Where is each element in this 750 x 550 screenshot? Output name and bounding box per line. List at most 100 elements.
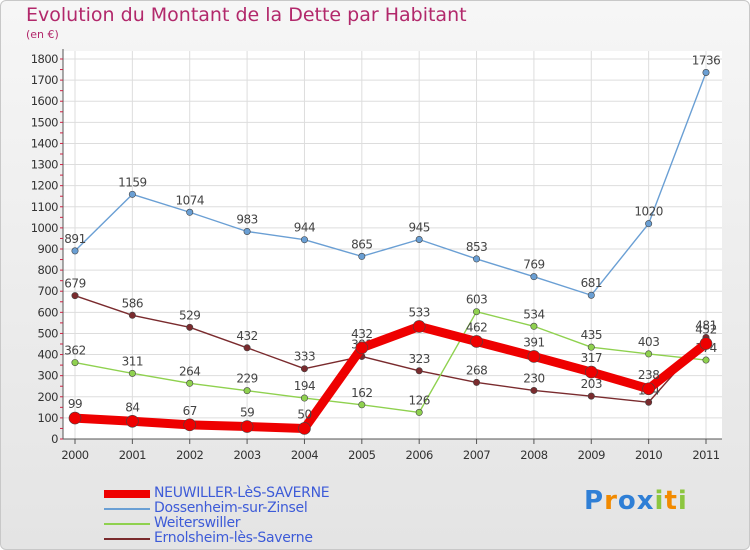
data-point xyxy=(183,418,197,432)
y-tick-label: 400 xyxy=(38,348,59,362)
x-tick-label: 2009 xyxy=(578,448,605,462)
x-tick-label: 2008 xyxy=(520,448,547,462)
y-tick-label: 1500 xyxy=(31,115,58,129)
data-point xyxy=(470,335,483,348)
logo-letter: r xyxy=(604,486,618,516)
data-point xyxy=(473,255,481,263)
data-label: 1736 xyxy=(692,54,721,68)
y-tick-label: 800 xyxy=(38,263,59,277)
x-tick-label: 2006 xyxy=(406,448,433,462)
data-point xyxy=(473,378,481,386)
data-label: 435 xyxy=(581,328,602,342)
data-label: 403 xyxy=(638,335,659,349)
data-point xyxy=(186,379,194,387)
data-label: 533 xyxy=(408,305,429,319)
data-label: 432 xyxy=(351,327,372,341)
data-point xyxy=(415,236,423,244)
x-tick-label: 2003 xyxy=(233,448,260,462)
data-label: 203 xyxy=(581,377,602,391)
series-line-0 xyxy=(74,71,707,296)
legend-swatch xyxy=(104,507,150,510)
data-label: 391 xyxy=(523,335,544,349)
legend-label: Dossenheim-sur-Zinsel xyxy=(154,500,308,516)
legend-swatch xyxy=(104,537,150,540)
data-point xyxy=(584,365,598,379)
data-point xyxy=(298,422,311,435)
data-label: 865 xyxy=(351,237,372,251)
data-label: 230 xyxy=(523,371,544,385)
y-tick-label: 900 xyxy=(38,242,59,256)
data-label: 194 xyxy=(294,379,315,393)
data-point xyxy=(699,337,713,350)
y-tick-label: 1200 xyxy=(31,179,58,193)
data-point xyxy=(126,414,139,428)
data-point xyxy=(473,308,481,316)
logo-letter: P xyxy=(584,486,605,516)
data-point xyxy=(243,227,251,235)
data-point xyxy=(128,190,136,198)
data-label: 317 xyxy=(581,351,602,365)
data-point xyxy=(587,343,595,351)
x-tick-label: 2005 xyxy=(348,448,375,462)
data-label: 264 xyxy=(179,364,200,378)
y-tick-label: 1800 xyxy=(31,52,58,66)
data-label: 362 xyxy=(64,344,85,358)
data-point xyxy=(128,369,136,377)
data-point xyxy=(527,350,541,363)
logo-letter: x xyxy=(636,486,655,516)
data-point xyxy=(128,311,136,319)
data-point xyxy=(186,323,194,331)
data-label: 1074 xyxy=(175,193,204,207)
legend-label: NEUWILLER-LèS-SAVERNE xyxy=(154,485,330,501)
data-label: 945 xyxy=(408,221,429,235)
data-point xyxy=(702,356,710,364)
data-label: 323 xyxy=(408,352,429,366)
data-point xyxy=(645,220,653,228)
data-point xyxy=(415,408,423,416)
data-label: 529 xyxy=(179,308,200,322)
data-point xyxy=(530,273,538,281)
x-tick-label: 2002 xyxy=(176,448,203,462)
data-label: 681 xyxy=(581,276,602,290)
data-label: 983 xyxy=(236,212,257,226)
data-point xyxy=(68,411,82,425)
data-point xyxy=(412,320,426,333)
data-label: 311 xyxy=(122,354,143,368)
legend-label: Weiterswiller xyxy=(154,515,241,531)
data-point xyxy=(645,398,653,406)
y-tick-label: 300 xyxy=(38,369,59,383)
data-label: 162 xyxy=(351,386,372,400)
data-label: 99 xyxy=(68,397,82,411)
y-tick-label: 100 xyxy=(38,411,59,425)
data-point xyxy=(358,401,366,409)
data-point xyxy=(645,350,653,358)
data-point xyxy=(186,208,194,216)
data-label: 452 xyxy=(695,323,716,337)
data-point xyxy=(240,420,254,433)
chart-subtitle: (en €) xyxy=(26,28,59,41)
y-tick-label: 1300 xyxy=(31,158,58,172)
data-point xyxy=(71,247,79,255)
x-tick-label: 2004 xyxy=(291,448,318,462)
data-point xyxy=(300,394,308,402)
y-tick-label: 1400 xyxy=(31,136,58,150)
data-label: 126 xyxy=(408,393,429,407)
logo-letter: i xyxy=(654,486,665,516)
data-point xyxy=(300,236,308,244)
data-label: 229 xyxy=(236,372,257,386)
data-label: 238 xyxy=(638,368,659,382)
data-point xyxy=(71,292,79,300)
x-tick-label: 2001 xyxy=(119,448,146,462)
data-point xyxy=(300,365,308,373)
x-tick-label: 2007 xyxy=(463,448,490,462)
data-label: 944 xyxy=(294,221,315,235)
y-tick-label: 0 xyxy=(51,432,58,446)
data-label: 534 xyxy=(523,307,544,321)
data-point xyxy=(355,341,369,355)
proxiti-logo: Proxiti xyxy=(584,486,688,516)
y-tick-label: 700 xyxy=(38,284,59,298)
data-label: 769 xyxy=(523,258,544,272)
data-label: 891 xyxy=(64,232,85,246)
data-label: 50 xyxy=(297,407,311,421)
legend-swatch xyxy=(104,522,150,525)
